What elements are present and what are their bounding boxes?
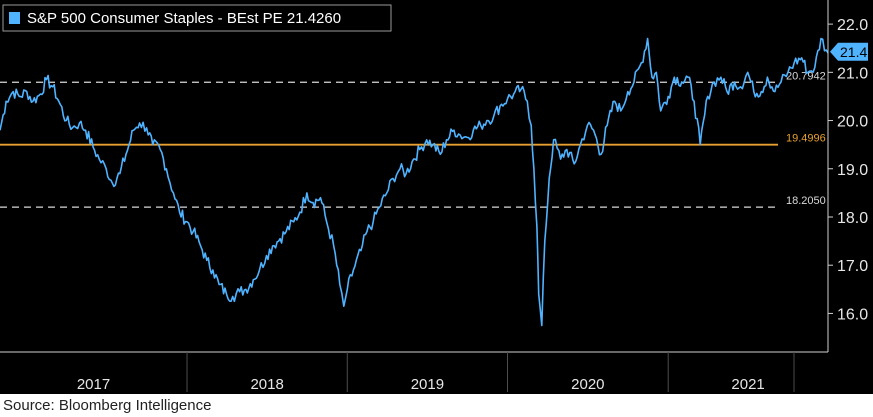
current-value-marker: 21.4 [830,42,868,61]
current-value-tag [830,42,868,61]
reference-line-label-1: 20.7942 [786,70,826,82]
y-tick-label-2: 17.0 [837,258,868,275]
y-tick-label-4: 19.0 [837,162,868,179]
x-year-label-2019: 2019 [411,376,444,393]
y-tick-label-3: 18.0 [837,210,868,227]
reference-line-label-3: 18.2050 [786,195,826,207]
y-tick-label-6: 21.0 [837,65,868,82]
y-tick-label-7: 22.0 [837,17,868,34]
source-note: Source: Bloomberg Intelligence [0,394,873,417]
x-year-label-2017: 2017 [77,376,110,393]
legend-swatch [9,12,20,24]
y-tick-label-1: 16.0 [837,306,868,323]
y-tick-label-5: 20.0 [837,114,868,131]
pe-chart: 20.7942 19.4996 18.2050 16.0 17.0 18.0 19.0 20… [0,0,873,394]
x-year-label-2021: 2021 [731,376,764,393]
legend-box [2,4,392,32]
x-year-label-2018: 2018 [250,376,283,393]
chart-background [0,0,873,394]
reference-line-label-2: 19.4996 [786,133,826,145]
x-year-label-2020: 2020 [571,376,604,393]
series-line-1 [0,37,829,327]
legend-label: S&P 500 Consumer Staples - BEst PE 21.42… [27,10,341,27]
current-value-label: 21.4 [840,44,867,60]
legend: S&P 500 Consumer Staples - BEst PE 21.42… [2,4,392,32]
